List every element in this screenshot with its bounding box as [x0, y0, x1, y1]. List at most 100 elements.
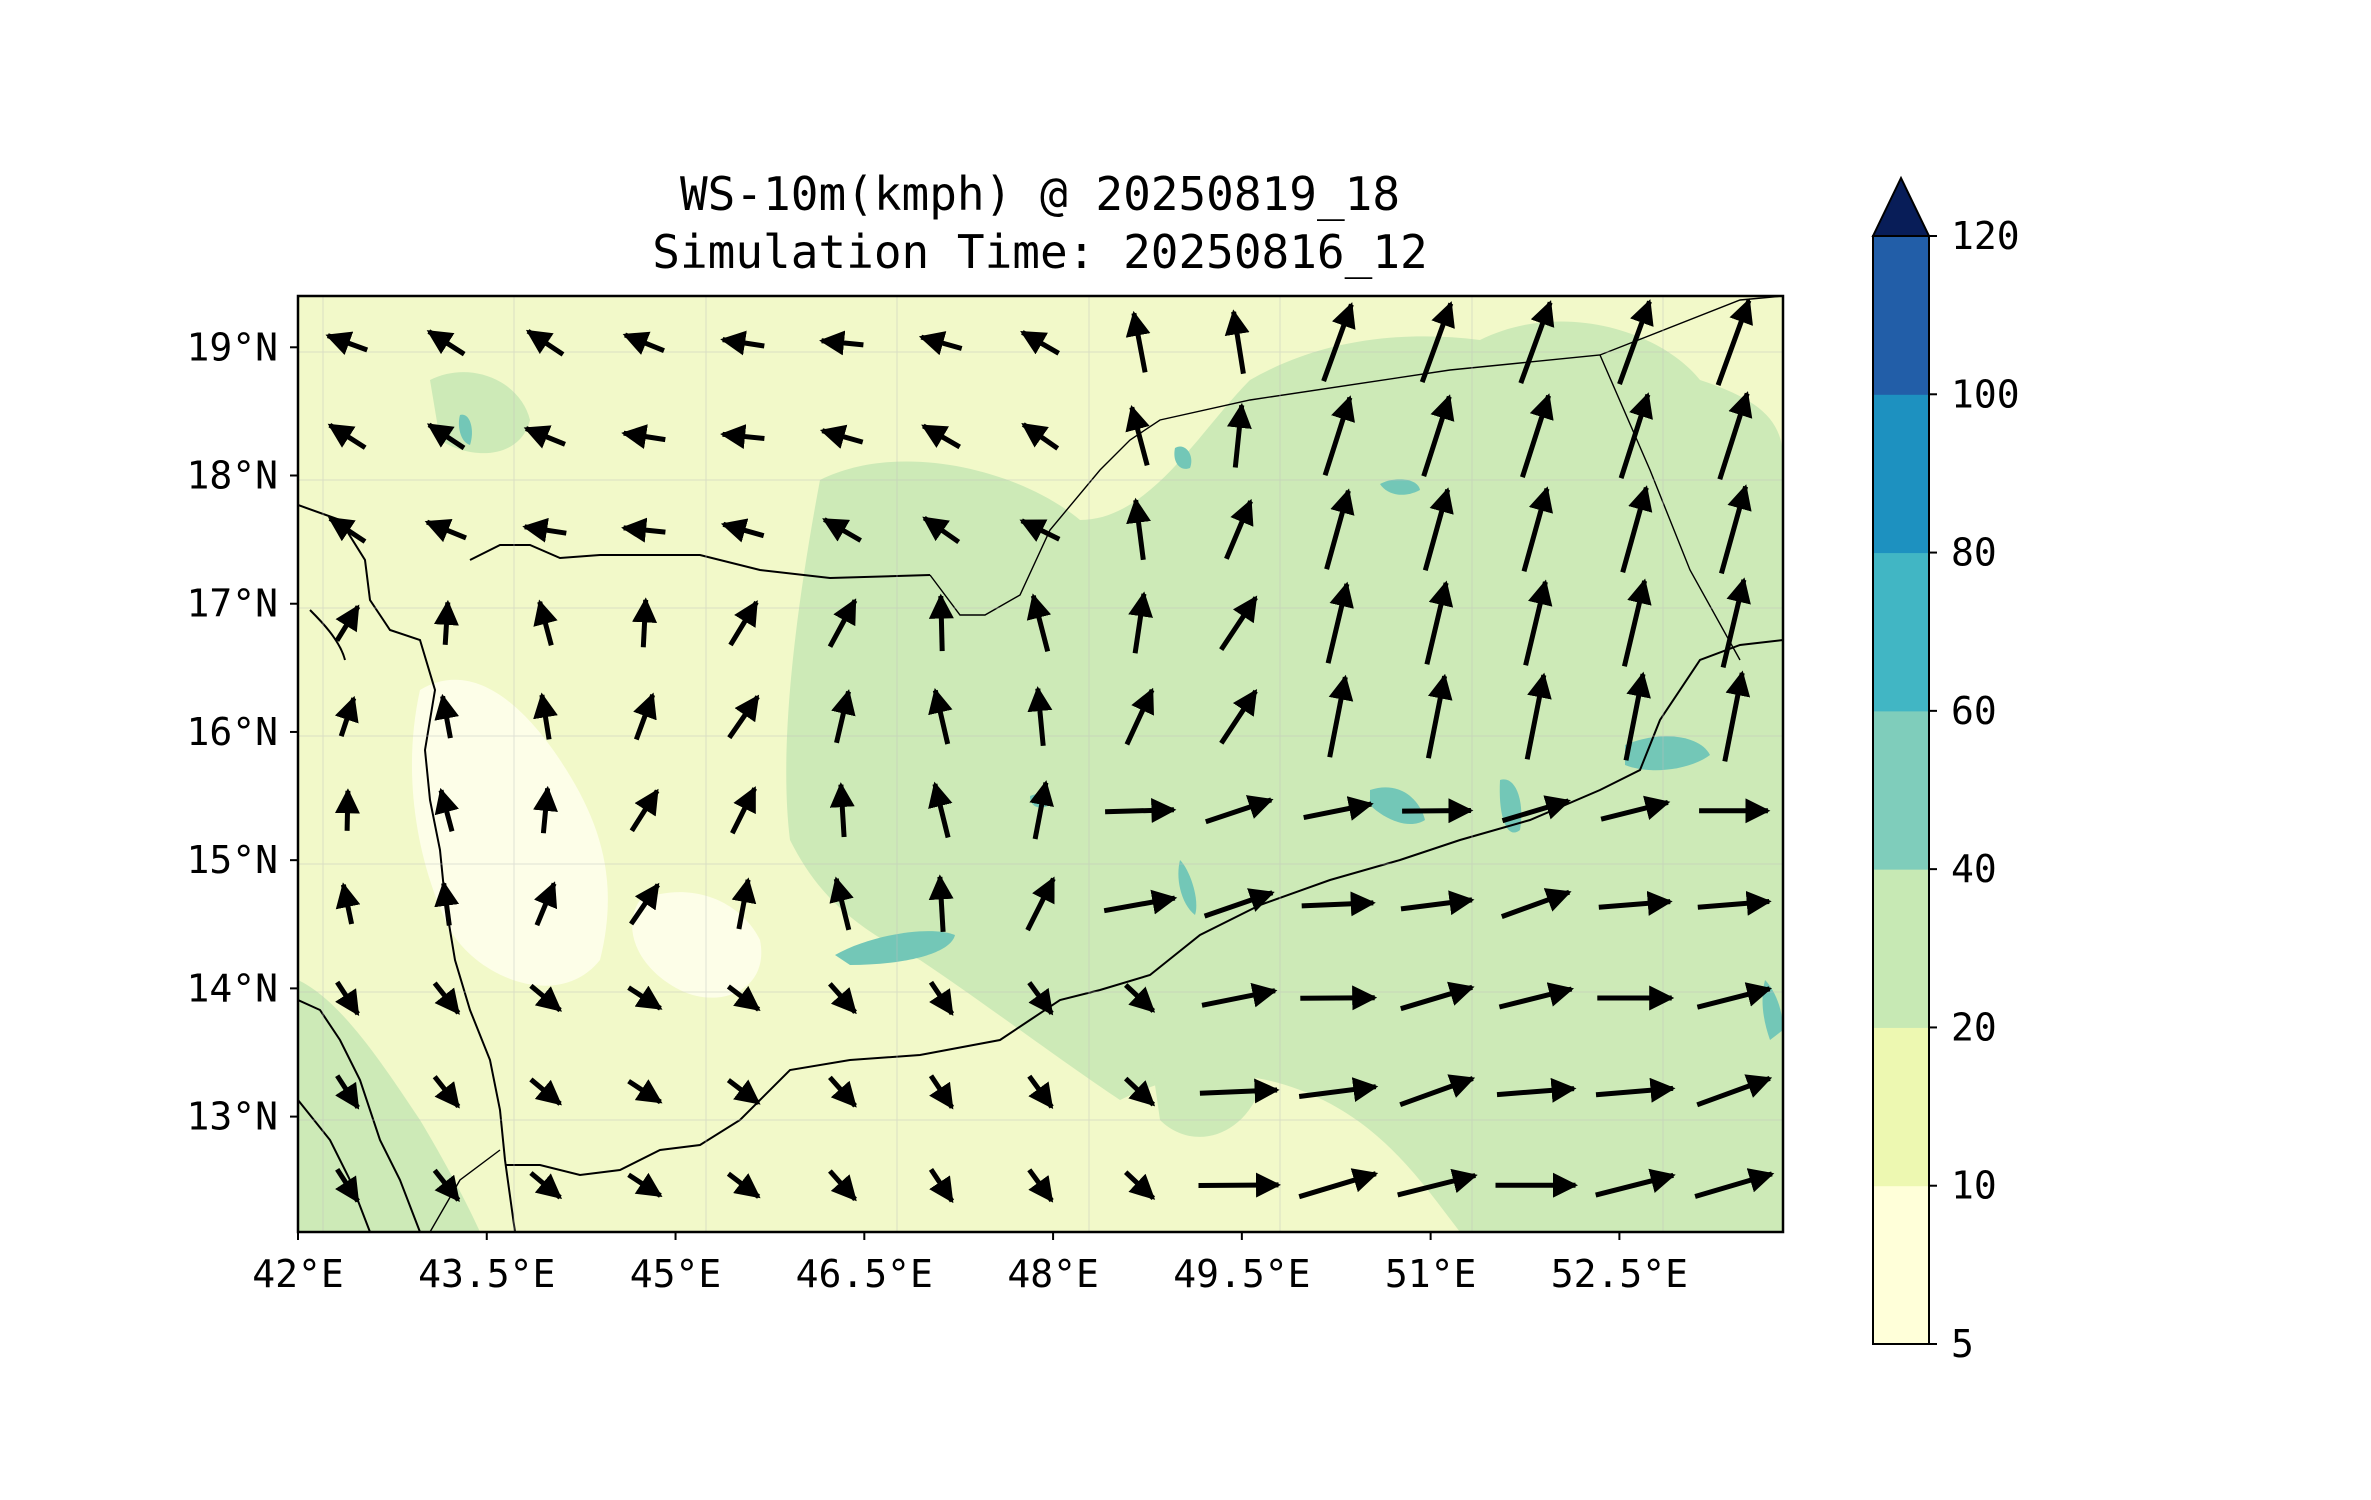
coastline: [298, 504, 1783, 1232]
wind-arrow: [1501, 795, 1571, 824]
wind-arrow: [327, 422, 367, 450]
wind-arrow: [432, 1075, 461, 1109]
wind-20-40-region: [430, 372, 530, 454]
wind-arrow: [1498, 982, 1575, 1010]
colorbar-tick-label: 5: [1951, 1322, 1974, 1366]
wind-arrow: [928, 687, 953, 745]
wind-arrow: [426, 422, 466, 451]
wind-arrow: [1422, 487, 1454, 571]
wind-arrow: [1722, 670, 1751, 762]
wind-arrow: [1123, 983, 1156, 1013]
wind-arrow: [1128, 591, 1153, 654]
wind-arrow: [335, 980, 360, 1016]
wind-arrow: [726, 1078, 761, 1106]
wind-arrow: [1021, 422, 1060, 451]
wind-arrow: [720, 518, 765, 543]
wind-arrow: [335, 1074, 360, 1110]
wind-arrow: [629, 788, 660, 833]
wind-arrow: [1617, 299, 1654, 385]
wind-arrow: [432, 981, 461, 1015]
wind-arrow: [1397, 1168, 1478, 1198]
x-tick-label: 48°E: [1007, 1252, 1099, 1296]
colorbar-tick-label: 100: [1951, 372, 2020, 416]
wind-arrow: [720, 330, 765, 356]
wind-arrow: [1025, 876, 1056, 932]
wind-arrow: [1600, 795, 1671, 822]
wind-arrow: [1199, 1078, 1280, 1104]
wind-40-60-blob: [1625, 736, 1710, 771]
wind-arrow: [433, 599, 459, 645]
x-tick-label: 51°E: [1385, 1252, 1477, 1296]
wind-arrow: [828, 1075, 857, 1108]
wind-arrow: [928, 1168, 955, 1204]
wind-arrow: [831, 689, 856, 744]
chart-title-line2: Simulation Time: 20250816_12: [652, 225, 1427, 279]
wind-arrow: [928, 593, 954, 652]
colorbar-segment: [1873, 236, 1929, 395]
wind-arrow: [1598, 890, 1673, 916]
wind-arrow: [1520, 393, 1554, 478]
wind-arrow: [726, 1171, 761, 1199]
wind-arrow: [434, 693, 460, 739]
wind-arrow: [728, 600, 759, 647]
wind-arrow: [1720, 577, 1751, 668]
wind-arrow: [928, 1074, 955, 1110]
wind-arrow: [1618, 392, 1653, 479]
wind-arrow: [720, 424, 765, 449]
wind-arrow: [1027, 686, 1053, 747]
wind-arrow: [335, 1167, 360, 1204]
wind-40-60-blob: [1174, 446, 1192, 469]
wind-arrow: [1301, 891, 1376, 917]
wind-arrow: [1524, 672, 1552, 760]
wind-arrow: [529, 1077, 563, 1106]
wind-arrow: [1226, 402, 1252, 468]
y-tick-label: 15°N: [186, 838, 278, 882]
wind-arrow: [1105, 797, 1177, 823]
wind-arrow: [529, 983, 563, 1013]
wind-arrow: [1298, 1168, 1379, 1200]
wind-arrow: [1201, 982, 1278, 1008]
wind-arrow: [1123, 1170, 1156, 1201]
wind-arrow: [1219, 595, 1258, 651]
wind-arrow: [819, 330, 864, 356]
wind-arrow: [1103, 889, 1178, 915]
wind-arrow: [523, 425, 566, 449]
map-area: [298, 296, 1783, 1232]
y-axis: 19°N 18°N 17°N 16°N 15°N 14°N 13°N: [186, 325, 298, 1139]
x-tick-label: 46.5°E: [796, 1252, 933, 1296]
wind-40-60-blob: [1380, 479, 1420, 495]
wind-arrow: [1026, 593, 1052, 653]
wind-arrow: [1321, 302, 1356, 382]
wind-arrow: [621, 517, 666, 543]
wind-arrow: [1298, 1077, 1379, 1102]
wind-arrow: [1694, 1168, 1775, 1199]
wind-arrow: [730, 786, 757, 835]
wind-arrow: [1425, 673, 1453, 759]
wind-arrow: [1419, 301, 1455, 383]
wind-arrow: [1621, 578, 1652, 667]
wind-arrow: [1523, 579, 1553, 666]
colorbar-segment: [1873, 552, 1929, 712]
low-wind-patch: [632, 892, 762, 998]
wind-arrow: [829, 876, 854, 931]
wind-arrow: [1125, 404, 1150, 467]
wind-arrow: [1496, 1077, 1577, 1103]
wind-arrow: [1421, 394, 1455, 477]
y-tick-label: 14°N: [186, 966, 278, 1010]
wind-40-60-blob: [458, 414, 472, 445]
wind-arrow: [1623, 671, 1651, 761]
wind-arrow: [1696, 982, 1773, 1010]
wind-arrow: [1029, 780, 1054, 840]
wind-arrow: [533, 881, 558, 927]
wind-arrow: [1126, 497, 1151, 561]
colorbar-tick-label: 20: [1951, 1005, 1997, 1049]
wind-arrow: [1027, 1168, 1054, 1203]
wind-arrow: [1400, 981, 1475, 1012]
x-tick-label: 43.5°E: [418, 1252, 555, 1296]
wind-40-60-blob: [1370, 787, 1425, 825]
wind-arrow: [1203, 888, 1275, 919]
x-tick-label: 45°E: [630, 1252, 722, 1296]
x-tick-label: 49.5°E: [1173, 1252, 1310, 1296]
colorbar: 5 10 20 40 60 80 100 120: [1871, 175, 2020, 1366]
wind-40-60-blob: [835, 931, 955, 965]
